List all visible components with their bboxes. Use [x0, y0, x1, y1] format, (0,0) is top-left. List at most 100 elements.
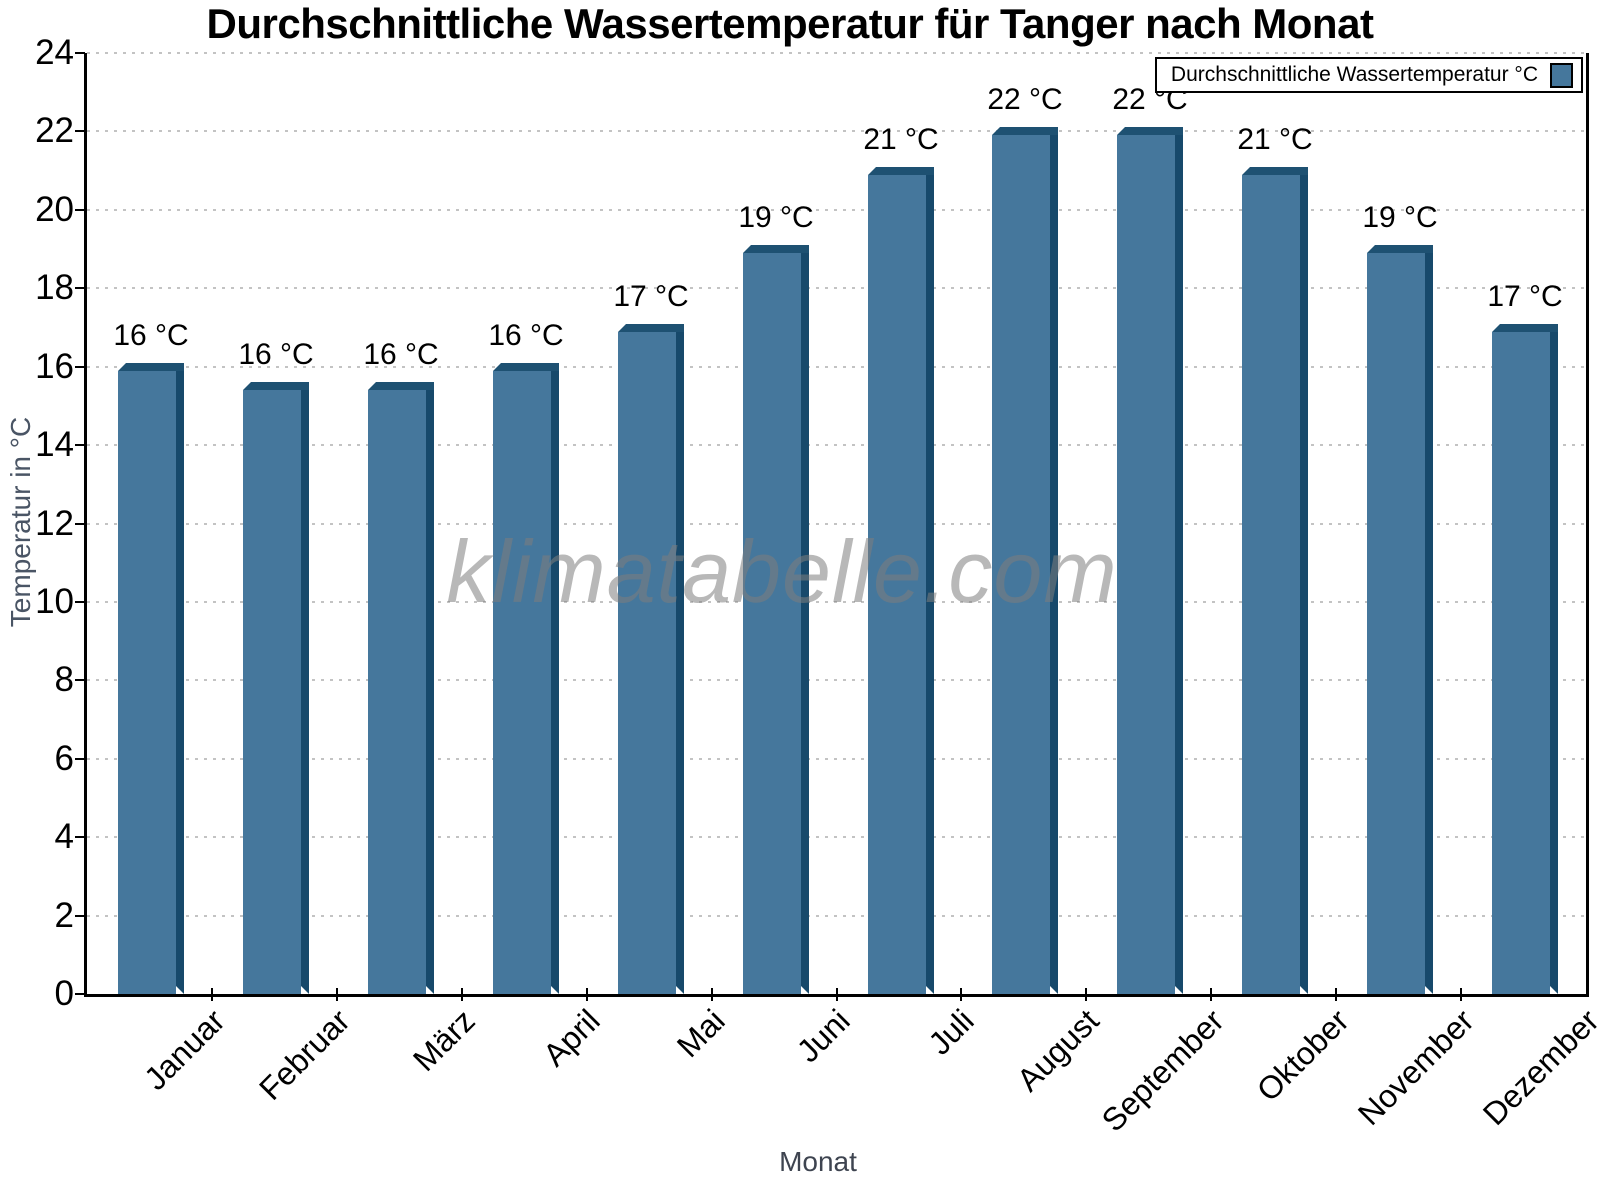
bar-side [551, 371, 559, 994]
x-axis-tick [711, 988, 713, 1001]
gridline [87, 757, 1586, 760]
bar [992, 127, 1058, 994]
bar-cap [992, 127, 1058, 135]
gridline [87, 679, 1586, 682]
gridline [87, 914, 1586, 917]
y-axis-tick-label: 18 [35, 268, 74, 308]
bar [1242, 167, 1308, 994]
gridline [87, 444, 1586, 447]
y-axis-tick [75, 679, 85, 682]
bar-value-label: 19 °C [1362, 201, 1438, 234]
y-axis-tick-label: 6 [54, 738, 74, 778]
bar [368, 382, 434, 994]
bar-side [1300, 175, 1308, 994]
bar-cap [743, 245, 809, 253]
bar-value-label: 16 °C [488, 319, 564, 352]
x-axis-tick [211, 988, 213, 1001]
gridline [87, 600, 1586, 603]
x-axis-tick [461, 988, 463, 1001]
gridline [87, 522, 1586, 525]
gridline [87, 208, 1586, 211]
bar-cap [618, 324, 684, 332]
y-axis-tick-label: 14 [35, 425, 74, 465]
y-axis-tick-label: 8 [54, 660, 74, 700]
y-axis-tick-label: 22 [35, 111, 74, 151]
y-axis-tick-label: 12 [35, 503, 74, 543]
bar-face [118, 371, 176, 994]
y-axis-tick [75, 600, 85, 603]
bar [868, 167, 934, 994]
bar-face [992, 135, 1050, 994]
y-axis-tick [75, 287, 85, 290]
bar [1117, 127, 1183, 994]
bar-side [926, 175, 934, 994]
bar-value-label: 22 °C [987, 83, 1063, 116]
bar-side [1050, 135, 1058, 994]
y-axis-tick-label: 16 [35, 346, 74, 386]
bar-cap [118, 363, 184, 371]
bar-face [743, 253, 801, 994]
bar [493, 363, 559, 994]
y-axis-tick-label: 2 [54, 895, 74, 935]
bar-side [1550, 332, 1558, 994]
gridline [87, 130, 1586, 133]
plot-area: klimatabelle.com 16 °C 16 °C 16 °C 16 °C 17 … [75, 52, 1589, 1001]
bar-side [1175, 135, 1183, 994]
y-axis-tick [75, 208, 85, 211]
bar-value-label: 16 °C [363, 338, 439, 371]
y-axis-tick [75, 993, 85, 995]
chart-title: Durchschnittliche Wassertemperatur für T… [206, 0, 1374, 47]
y-axis-tick-label: 0 [54, 974, 74, 1013]
bar-cap [243, 382, 309, 390]
bar-face [243, 390, 301, 994]
bar-value-label: 21 °C [863, 123, 939, 156]
bar-side [1425, 253, 1433, 994]
bar-side [176, 371, 184, 994]
y-axis-tick-label: 24 [35, 33, 74, 72]
x-axis-tick [1335, 988, 1337, 1001]
y-axis-tick [75, 130, 85, 133]
bar [1367, 245, 1433, 994]
bar-face [368, 390, 426, 994]
y-axis-title: Temperatur in °C [5, 416, 36, 628]
x-axis-tick [960, 988, 962, 1001]
bar-face [1367, 253, 1425, 994]
bar-value-label: 17 °C [613, 280, 689, 313]
bar-side [426, 390, 434, 994]
y-axis-tick [75, 444, 85, 447]
bar-cap [1242, 167, 1308, 175]
gridline [87, 365, 1586, 368]
y-axis-tick-label: 4 [54, 817, 74, 857]
bar-face [618, 332, 676, 994]
bar [1492, 324, 1558, 994]
gridline [87, 52, 1586, 54]
bar [618, 324, 684, 994]
bar-face [868, 175, 926, 994]
bar-cap [368, 382, 434, 390]
y-axis-tick-label: 10 [35, 581, 74, 621]
bar [743, 245, 809, 994]
x-axis-tick [1210, 988, 1212, 1001]
x-axis-tick [1460, 988, 1462, 1001]
bar [118, 363, 184, 994]
bar-face [1492, 332, 1550, 994]
bar-value-label: 16 °C [113, 319, 189, 352]
y-axis-tick-label: 20 [35, 189, 74, 229]
bar-value-label: 21 °C [1237, 123, 1313, 156]
bar [243, 382, 309, 994]
bar-value-label: 19 °C [738, 201, 814, 234]
y-axis-tick [75, 522, 85, 525]
x-axis-tick [1085, 988, 1087, 1001]
y-axis-tick [75, 52, 85, 54]
bar-cap [1492, 324, 1558, 332]
bar-cap [1117, 127, 1183, 135]
bar-face [1242, 175, 1300, 994]
gridline [87, 836, 1586, 839]
bar-cap [493, 363, 559, 371]
x-axis-tick [836, 988, 838, 1001]
gridline [87, 287, 1586, 290]
legend: Durchschnittliche Wassertemperatur °C [1154, 57, 1583, 93]
legend-label: Durchschnittliche Wassertemperatur °C [1170, 63, 1538, 86]
x-axis-title: Monat [779, 1146, 857, 1177]
